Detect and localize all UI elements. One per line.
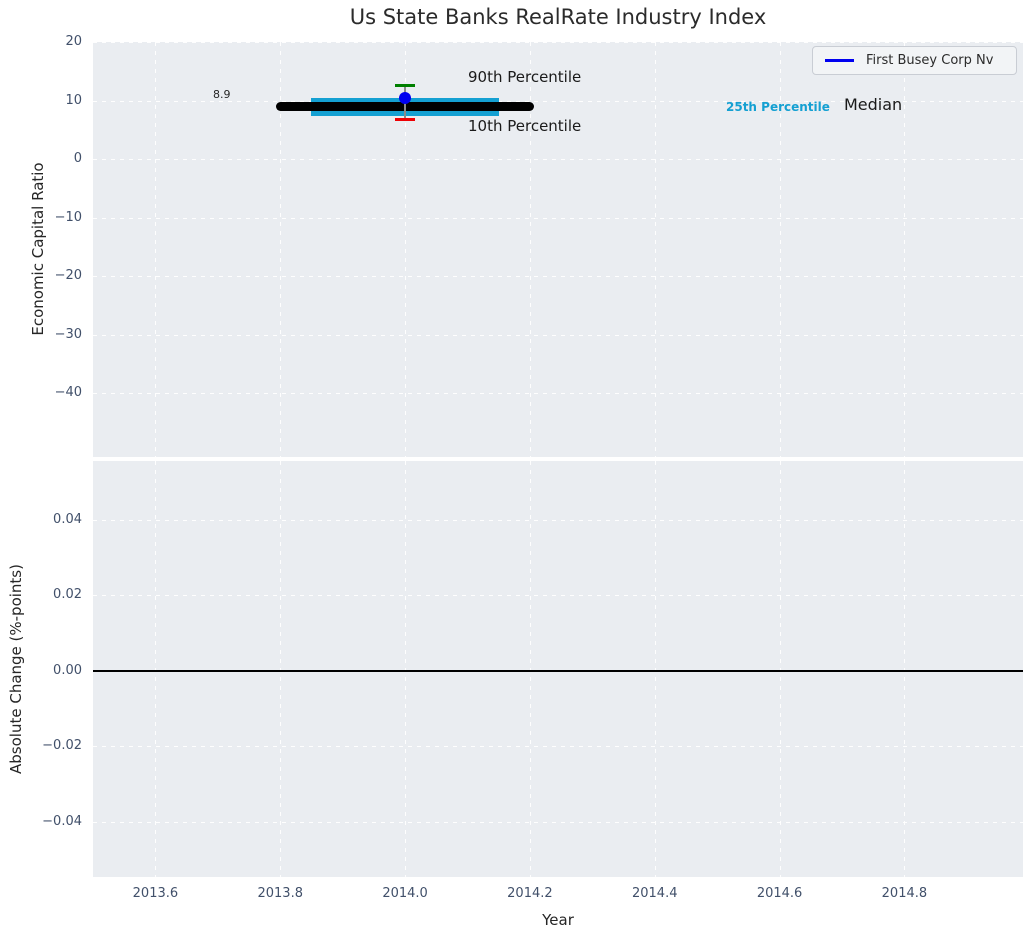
gridline-vertical	[280, 42, 282, 457]
x-tick-label: 2013.8	[257, 886, 303, 901]
y-tick-label: 10	[65, 92, 82, 108]
gridline-vertical	[405, 461, 407, 877]
y-tick-label: 0	[73, 151, 82, 166]
y-tick-label: −0.04	[42, 813, 82, 829]
legend-label: First Busey Corp Nv	[866, 53, 994, 68]
gridline-horizontal	[93, 393, 1023, 394]
median-value-annotation: 8.9	[213, 88, 231, 101]
y-tick-label: −10	[54, 209, 82, 225]
median-annotation: Median	[844, 95, 903, 114]
p90-cap	[395, 84, 416, 88]
y-tick-label: 0.00	[53, 662, 82, 678]
gridline-vertical	[654, 461, 656, 877]
x-tick-label: 2014.2	[507, 886, 553, 901]
gridline-vertical	[529, 461, 531, 877]
gridline-horizontal	[93, 100, 1023, 102]
p90-annotation: 90th Percentile	[468, 68, 582, 86]
x-tick-label: 2014.4	[631, 886, 678, 901]
gridline-vertical	[654, 42, 656, 457]
gridline-vertical	[280, 461, 282, 877]
zero-line	[93, 669, 1023, 672]
gridline-horizontal	[93, 334, 1023, 336]
y-tick-label: 0.02	[53, 587, 82, 602]
p10-annotation: 10th Percentile	[468, 117, 582, 135]
gridline-horizontal	[93, 217, 1023, 219]
company-data-point	[399, 92, 412, 105]
gridline-horizontal	[93, 42, 1023, 43]
top-plot-area: 8.9 90th Percentile 10th Percentile 25th…	[93, 42, 1023, 457]
gridline-vertical	[529, 42, 531, 457]
gridline-vertical	[779, 42, 781, 457]
gridline-vertical	[405, 42, 407, 457]
x-tick-label: 2014.6	[756, 886, 803, 901]
gridline-vertical	[904, 42, 906, 457]
x-tick-label: 2014.0	[382, 886, 428, 901]
y-axis-label-top: Economic Capital Ratio	[29, 162, 47, 336]
p10-cap	[395, 117, 416, 121]
chart-title: Us State Banks RealRate Industry Index	[349, 5, 767, 29]
bottom-plot-area	[93, 461, 1023, 877]
y-axis-label-bottom: Absolute Change (%-points)	[7, 564, 25, 774]
gridline-vertical	[904, 461, 906, 877]
y-tick-label: −40	[54, 385, 82, 400]
y-tick-label: 20	[65, 34, 82, 49]
gridline-horizontal	[93, 746, 1023, 747]
legend-box: First Busey Corp Nv	[812, 46, 1017, 75]
gridline-horizontal	[93, 276, 1023, 277]
gridline-horizontal	[93, 159, 1023, 160]
y-tick-label: −0.02	[42, 738, 82, 753]
y-tick-label: 0.04	[53, 511, 82, 527]
gridline-horizontal	[93, 519, 1023, 521]
x-tick-label: 2013.6	[132, 886, 179, 901]
x-tick-label: 2014.8	[881, 886, 928, 901]
gridline-vertical	[779, 461, 781, 877]
y-tick-label: −20	[54, 268, 82, 283]
x-axis-label: Year	[542, 911, 574, 929]
gridline-horizontal	[93, 595, 1023, 596]
legend-line-sample	[825, 59, 854, 62]
gridline-vertical	[155, 42, 157, 457]
y-tick-label: −30	[54, 326, 82, 342]
p25-annotation: 25th Percentile	[726, 100, 830, 114]
gridline-horizontal	[93, 821, 1023, 823]
gridline-vertical	[155, 461, 157, 877]
